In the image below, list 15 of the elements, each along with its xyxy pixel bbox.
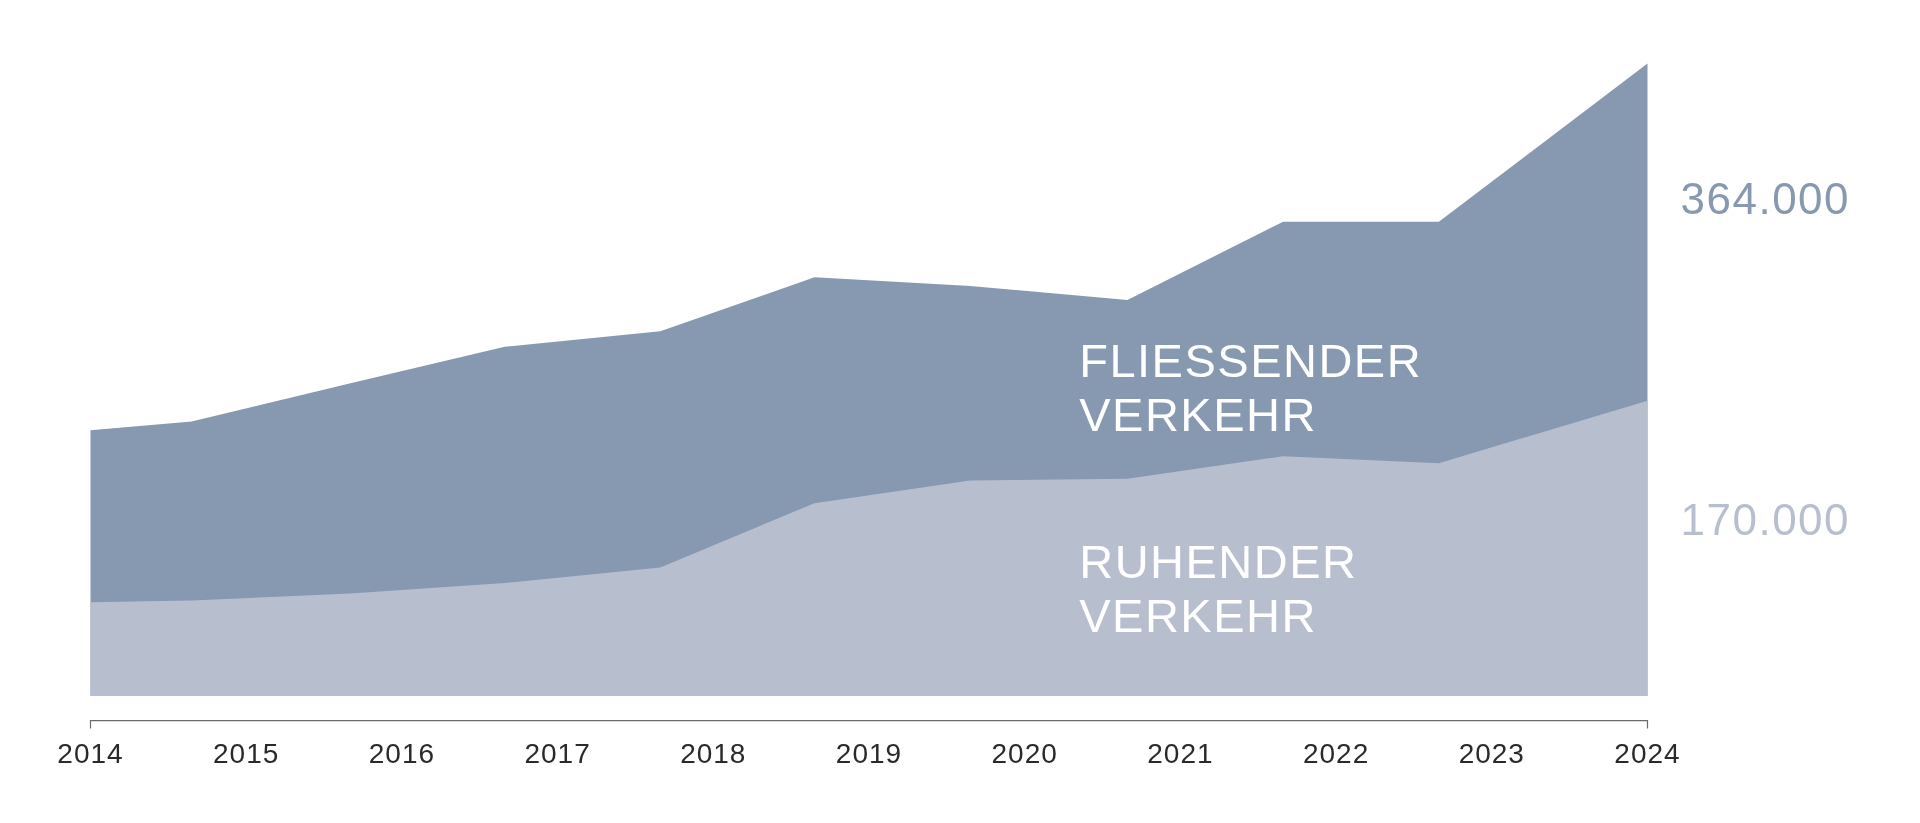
- x-tick-label: 2017: [524, 737, 591, 769]
- x-tick-label: 2016: [368, 737, 436, 769]
- x-tick-label: 2022: [1302, 737, 1370, 769]
- data-label: 170.000: [1680, 494, 1851, 544]
- data-label: 364.000: [1680, 173, 1851, 223]
- x-tick-label: 2023: [1458, 737, 1525, 769]
- x-tick-label: 2018: [680, 737, 747, 769]
- series-label: FLIESSENDER VERKEHR: [1079, 334, 1423, 442]
- x-tick-label: 2015: [213, 737, 280, 769]
- x-tick-label: 2014: [57, 737, 124, 769]
- x-tick-label: 2019: [835, 737, 903, 769]
- x-tick-label: 2021: [1147, 737, 1214, 769]
- series-label: RUHENDER VERKEHR: [1079, 534, 1358, 642]
- x-tick-label: 2024: [1614, 737, 1681, 769]
- x-tick-label: 2020: [991, 737, 1058, 769]
